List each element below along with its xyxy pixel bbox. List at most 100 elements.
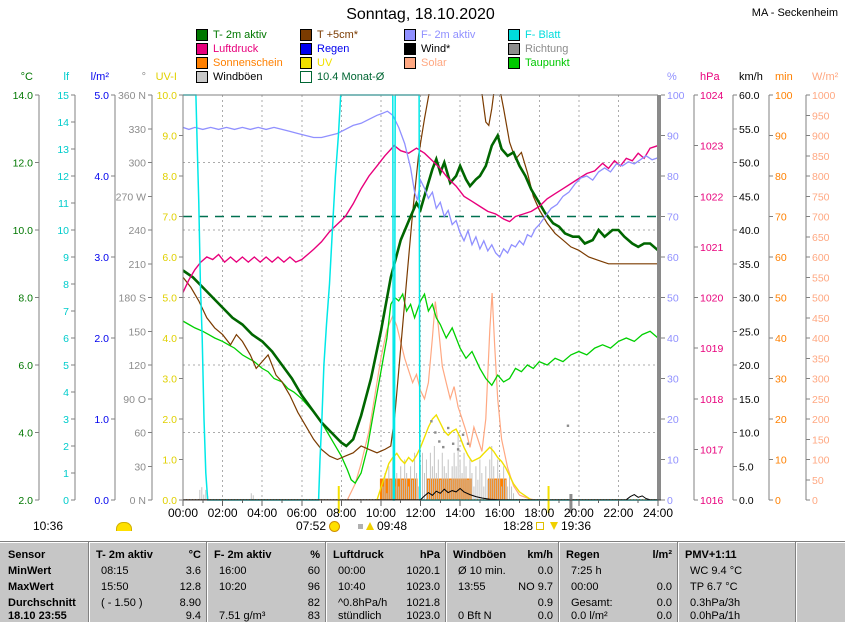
axis-tick-label: 750: [812, 191, 830, 203]
legend-label: Luftdruck: [213, 42, 259, 55]
x-tick-label: 22:00: [603, 506, 633, 520]
axis-tick-label: 1020: [700, 293, 724, 305]
axis-unit-label: lf: [64, 71, 70, 83]
table-cell: 10:20: [219, 581, 247, 593]
axis-tick-label: 100: [812, 455, 830, 467]
table-cell: F- 2m aktiv: [214, 549, 272, 561]
axis-tick-label: 14.0: [13, 90, 34, 102]
axis-tick-label: 3: [63, 414, 69, 426]
series-windboeen: [199, 434, 515, 500]
sunrise-marker: 07:52: [296, 519, 341, 533]
axis-unit-label: %: [667, 71, 677, 83]
legend-label: Sonnenschein: [213, 56, 283, 69]
moon-icon: [116, 522, 132, 531]
x-tick-label: 14:00: [445, 506, 475, 520]
legend-label: F- Blatt: [525, 28, 561, 41]
table-cell: °C: [188, 549, 201, 561]
series-richtung: [430, 420, 570, 451]
series-luftdruck: [183, 144, 658, 293]
legend-item: 10.4 Monat-Ø: [300, 70, 384, 83]
axis-tick-label: 400: [812, 333, 830, 345]
axis-tick-label: 70: [667, 212, 679, 224]
axis-tick-label: 180 S: [119, 293, 146, 305]
table-cell: Ø 10 min.: [458, 565, 506, 577]
axis-tick-label: 0: [812, 495, 818, 507]
axis-tick-label: 5.0: [94, 90, 109, 102]
axis-tick-label: 450: [812, 313, 830, 325]
legend-color-box: [404, 42, 416, 55]
table-cell: stündlich: [338, 610, 382, 622]
axis-tick-label: 0.0: [94, 495, 109, 507]
legend-item: F- Blatt: [508, 28, 560, 41]
legend-color-box: [196, 42, 208, 55]
legend-color-box: [508, 42, 520, 55]
axis-tick-label: 350: [812, 353, 830, 365]
table-cell: 16:00: [219, 565, 247, 577]
axis-unit-label: min: [775, 71, 793, 83]
table-cell: 1023.0: [406, 610, 440, 622]
legend-item: UV: [300, 56, 332, 69]
axis-tick-label: 5.0: [162, 293, 177, 305]
table-cell: 83: [307, 610, 320, 622]
table-column: PMV+1:11 WC 9.4 °C TP 6.7 °C 0.3hPa/3h 0.0hP…: [677, 542, 796, 622]
table-cell: 13:55: [458, 581, 486, 593]
moonset-time: 19:36: [561, 519, 592, 533]
axis-tick-label: 40.0: [739, 225, 760, 237]
table-column: Regen l/m² 7:25 h 00:00 0.0 Gesamt: 0.0 0.0 l/m…: [558, 542, 678, 622]
axis-tick-label: 45.0: [739, 191, 760, 203]
axis-unit-label: UV-I: [156, 71, 177, 83]
legend-item: Luftdruck: [196, 42, 258, 55]
series-taupunkt: [183, 292, 658, 485]
axis-tick-label: 1022: [700, 191, 724, 203]
axis-tick-label: 3.0: [94, 252, 109, 264]
axis-tick-label: 20: [667, 414, 679, 426]
series-wind: [183, 487, 658, 501]
sunset-marker: 18:28: [503, 519, 545, 533]
table-cell: 1020.1: [406, 565, 440, 577]
axis-unit-label: °: [142, 71, 146, 83]
axis-tick-label: 0: [667, 495, 673, 507]
axis-tick-label: 800: [812, 171, 830, 183]
axis-tick-label: 50: [812, 475, 824, 487]
page-title: Sonntag, 18.10.2020: [346, 6, 495, 23]
table-cell: MinWert: [8, 565, 52, 577]
table-cell: ( - 1.50 ): [101, 597, 143, 609]
axis-tick-label: 1: [63, 468, 69, 480]
moon-time: 10:36: [33, 519, 64, 533]
legend-item: Regen: [300, 42, 349, 55]
table-column: Luftdruck hPa 00:00 1020.1 10:40 1023.0 ^0.8hP…: [325, 542, 446, 622]
legend-color-box: [300, 42, 312, 55]
axis-tick-label: 1019: [700, 343, 724, 355]
moon-small-icon: [358, 523, 363, 529]
axis-tick-label: 150: [812, 434, 830, 446]
table-cell: Sensor: [8, 549, 46, 561]
table-cell: MaxWert: [8, 581, 54, 593]
legend-label: Richtung: [525, 42, 569, 55]
axis-tick-label: 100: [667, 90, 685, 102]
axis-tick-label: 300: [812, 374, 830, 386]
up-arrow-icon: [366, 522, 374, 530]
legend-color-box: [300, 70, 312, 83]
legend-color-box: [196, 70, 208, 83]
table-cell: l/m²: [652, 549, 672, 561]
table-cell: 8.90: [179, 597, 201, 609]
legend-item: T +5cm*: [300, 28, 358, 41]
table-column: T- 2m aktiv °C 08:15 3.6 15:50 12.8 ( - 1.50 )…: [88, 542, 207, 622]
series-solar: [346, 292, 536, 501]
axis-tick-label: 10.0: [157, 90, 178, 102]
sunset-time: 18:28: [503, 519, 534, 533]
axis-tick-label: 30: [775, 374, 787, 386]
axis-tick-label: 5: [63, 360, 69, 372]
legend-label: Taupunkt: [525, 56, 570, 69]
legend-color-box: [300, 28, 312, 41]
axis-tick-label: 1017: [700, 444, 724, 456]
legend-item: F- 2m aktiv: [404, 28, 475, 41]
down-arrow-icon: [550, 522, 558, 530]
table-cell: PMV+1:11: [685, 549, 737, 561]
legend-item: T- 2m aktiv: [196, 28, 267, 41]
axis-tick-label: 4.0: [94, 171, 109, 183]
axis-tick-label: 4.0: [18, 428, 33, 440]
axis-tick-label: 250: [812, 394, 830, 406]
x-tick-label: 16:00: [485, 506, 515, 520]
axis-tick-label: 90: [667, 131, 679, 143]
